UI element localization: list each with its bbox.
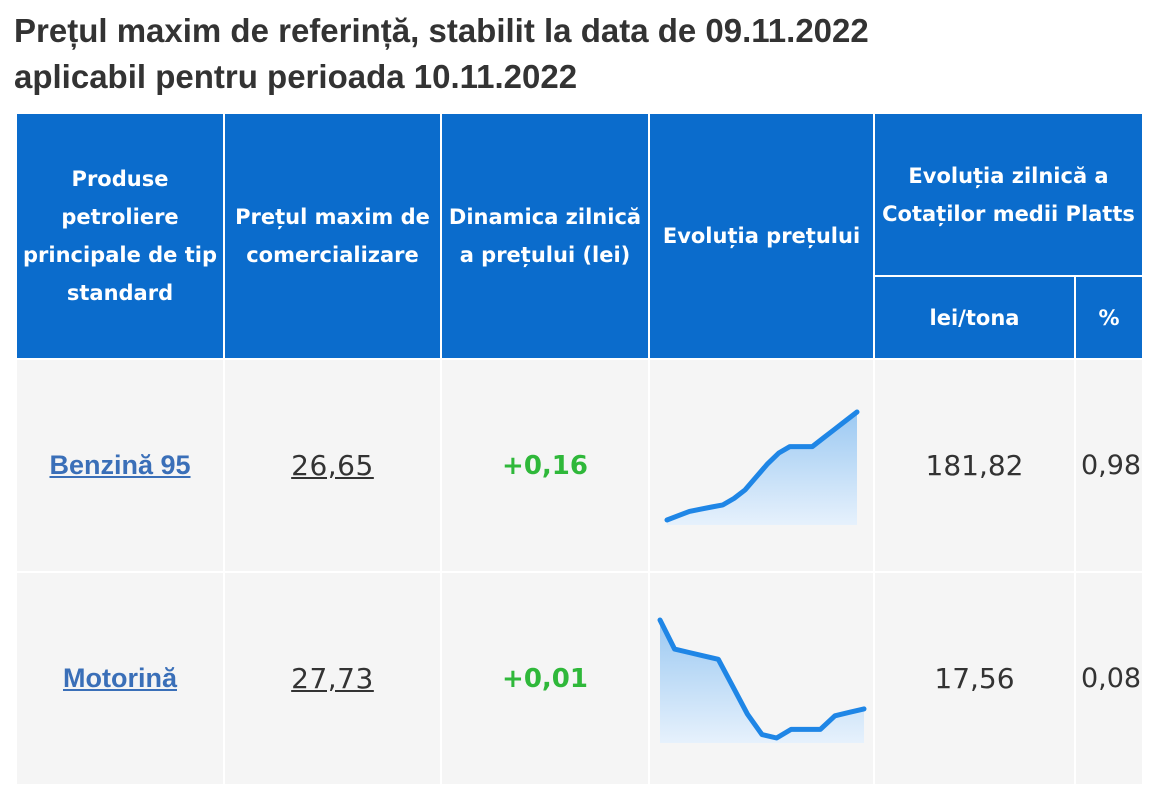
platts-lei-tona-cell: 181,82 [873,358,1076,573]
sparkline-area [666,411,857,525]
product-cell: Motorină [15,571,225,786]
platts-lei-tona-value: 181,82 [925,449,1024,482]
product-link-motorina[interactable]: Motorină [63,663,177,693]
product-cell: Benzină 95 [15,358,225,573]
max-price-value[interactable]: 27,73 [291,662,374,695]
dynamics-cell: +0,16 [440,358,650,573]
product-link-benzina-95[interactable]: Benzină 95 [49,450,191,480]
platts-percent-cell: 0,98 [1073,358,1145,573]
header-platts: Evoluția zilnică a Cotaților medii Platt… [872,111,1145,278]
title-line-1: Prețul maxim de referință, stabilit la d… [14,12,869,49]
sparkline-area [659,619,864,743]
header-percent: % [1073,275,1145,360]
sparkline-line [664,409,859,522]
dynamics-cell: +0,01 [440,571,650,786]
sparkline-line [657,617,866,740]
price-trend-sparkline [657,617,866,743]
table-row: Benzină 95 26,65 +0,16 181,82 0,98 [15,358,1145,573]
page-title: Prețul maxim de referință, stabilit la d… [14,8,1154,100]
max-price-value[interactable]: 26,65 [291,449,374,482]
platts-percent-value: 0,08 [1080,663,1142,694]
header-product: Produse petroliere principale de tip sta… [15,112,225,360]
platts-lei-tona-cell: 17,56 [873,571,1076,786]
header-evolution: Evoluția prețului [648,112,875,360]
title-line-2: aplicabil pentru perioada 10.11.2022 [14,58,578,95]
platts-percent-cell: 0,08 [1073,571,1145,786]
platts-percent-value: 0,98 [1080,450,1142,481]
price-trend-sparkline [664,409,859,525]
platts-lei-tona-value: 17,56 [934,662,1015,695]
dynamics-value: +0,01 [502,664,588,694]
max-price-cell: 27,73 [223,571,442,786]
price-table: Produse petroliere principale de tip sta… [15,111,1145,786]
table-row: Motorină 27,73 +0,01 17,56 0,08 [15,571,1145,786]
max-price-cell: 26,65 [223,358,442,573]
header-dynamics: Dinamica zilnică a prețului (lei) [440,112,650,360]
trend-cell [648,571,875,786]
trend-cell [648,358,875,573]
header-lei-tona: lei/tona [873,275,1076,360]
dynamics-value: +0,16 [502,451,588,481]
header-max-price: Prețul maxim de comercializare [223,112,442,360]
